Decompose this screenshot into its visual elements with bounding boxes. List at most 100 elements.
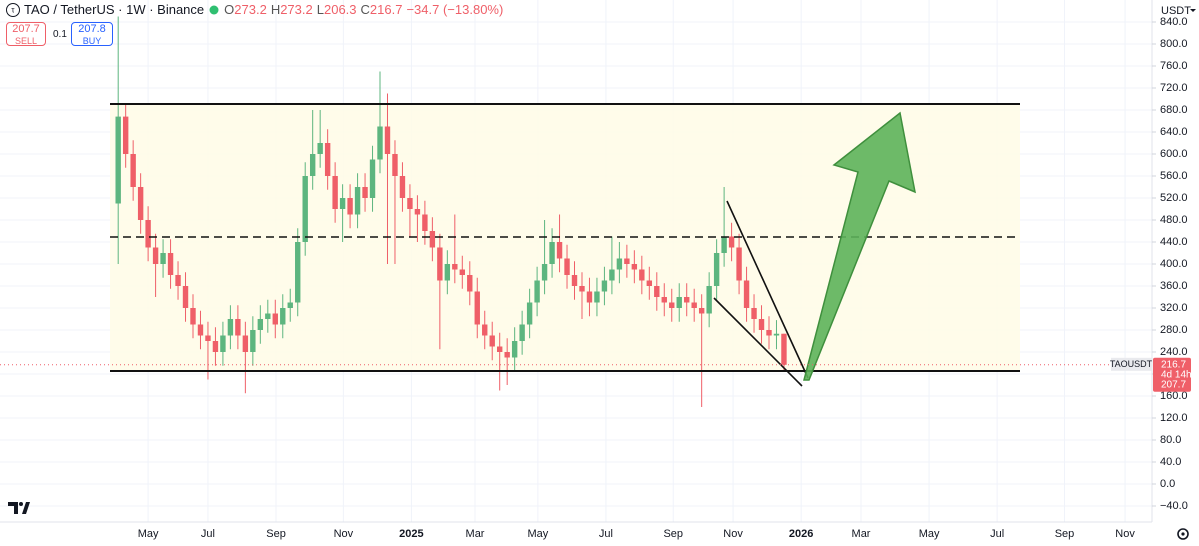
x-tick-label: Nov [723,528,743,540]
candle-body [190,307,196,325]
buy-button[interactable]: 207.8 BUY [71,22,113,46]
candle-body [459,269,465,275]
candle-body [182,285,189,308]
candle-body [347,197,353,215]
candle-body [437,247,443,281]
wedge-line [726,200,809,379]
drawings [110,103,1020,387]
price-axis-bg [1152,0,1199,522]
x-tick-label: Sep [266,528,286,540]
candle-body [496,346,503,352]
y-tick-label: 480.0 [1160,214,1188,226]
sell-button[interactable]: 207.7 SELL [6,22,46,46]
x-tick-label: Mar [466,528,485,540]
candle-body [414,208,421,215]
settings-icon[interactable] [1177,528,1189,540]
candle-body [160,252,166,264]
candle-body [564,258,570,275]
candle-body [145,219,151,248]
candle-body [115,116,121,204]
candle-body [422,214,428,231]
x-tick-label: Sep [663,528,683,540]
countdown: 4d 14h [1161,369,1192,380]
candle-body [534,280,540,303]
candle-body [377,126,383,160]
ohlc-item: H273.2 [271,2,313,17]
candle-body [242,335,249,352]
candle-body [541,263,548,281]
candle-body [265,313,271,319]
y-tick-label: 0.0 [1160,478,1175,490]
y-tick-label: 80.0 [1160,434,1181,446]
y-tick-label: 40.0 [1160,456,1181,468]
axes: −40.00.040.080.0120.0160.0200.0240.0280.… [138,16,1192,540]
y-tick-label: 560.0 [1160,170,1188,182]
ohlc-value: 273.2 [234,2,267,17]
y-tick-label: 840.0 [1160,16,1188,28]
candle-body [654,285,660,297]
candle-body [309,153,316,176]
x-tick-label: Jul [990,528,1004,540]
symbol-tag-bg [1111,357,1152,371]
ohlc-key: O [224,2,235,17]
ohlc-key: H [270,2,281,17]
candle-body [549,241,555,264]
candle-body [713,252,720,286]
candle-body [295,241,301,303]
candle-body [758,318,765,330]
ohlc-key: L [316,2,324,17]
buy-label: BUY [82,36,102,46]
candle-body [369,159,376,198]
candle-body [616,258,623,270]
legend-header: τ TAO / TetherUS · 1W · Binance O273.2 H2… [6,2,503,17]
currency-label[interactable]: USDT [1161,5,1191,17]
candle-body [743,280,750,308]
candle-body [511,340,518,358]
y-tick-label: 280.0 [1160,324,1188,336]
candle-body [728,236,735,248]
y-tick-label: 360.0 [1160,280,1188,292]
candle-body [601,280,608,292]
candle-body [384,126,391,154]
ohlc-value: 216.7 [369,2,403,17]
y-tick-label: 680.0 [1160,104,1188,116]
trade-size[interactable]: 0.1 [53,29,67,40]
candle-body [594,291,600,303]
candle-body [257,318,264,330]
candle-body [482,324,488,336]
buy-price: 207.8 [78,23,106,35]
candle-body [631,263,638,270]
ohlc-item: L206.3 [317,2,357,17]
candle-body [721,236,727,253]
candle-body [467,274,473,292]
candle-body [452,263,458,270]
candle-body [751,307,757,319]
ohlc-key: C [360,2,370,17]
x-tick-label: Nov [1115,528,1135,540]
y-tick-label: 640.0 [1160,126,1188,138]
candle-body [235,318,241,336]
candle-body [474,291,480,325]
y-tick-label: −40.0 [1160,500,1188,512]
x-tick-label: Nov [334,528,354,540]
candle-body [220,335,226,352]
candle-body [489,335,495,347]
x-tick-label: Sep [1055,528,1075,540]
candle-body [429,230,436,248]
y-tick-label: 400.0 [1160,258,1188,270]
y-tick-label: 760.0 [1160,60,1188,72]
candle-body [556,241,563,259]
currency-dropdown[interactable] [1190,9,1196,12]
candle-body [197,324,204,336]
x-tick-label: May [919,528,940,540]
candle-body [272,313,278,325]
up-arrow [803,111,916,381]
candle-body [287,302,293,308]
candle-body [324,142,331,176]
candle-body [212,340,219,352]
candle-body [407,197,413,209]
y-tick-label: 800.0 [1160,38,1188,50]
candle-body [676,296,682,308]
candle-body [519,324,525,341]
